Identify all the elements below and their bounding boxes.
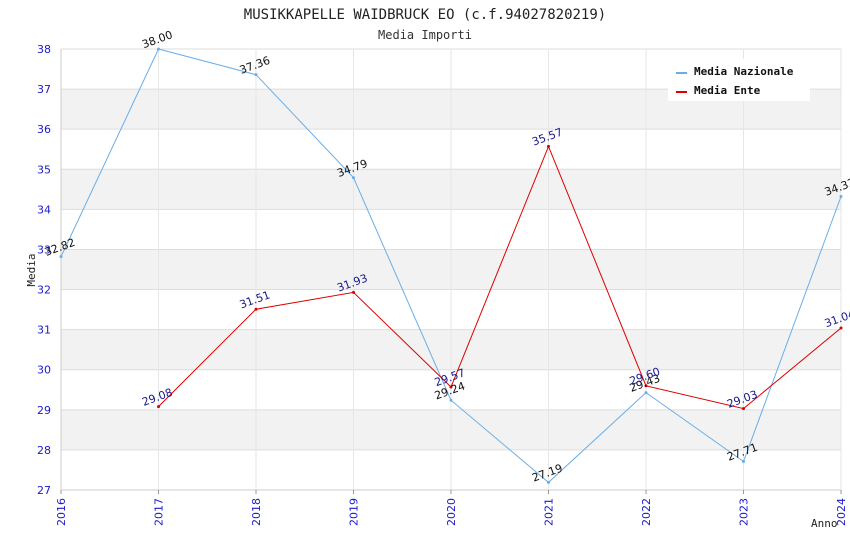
data-point bbox=[157, 405, 160, 409]
data-point bbox=[59, 255, 63, 259]
y-tick-label: 37 bbox=[37, 83, 51, 96]
y-tick-label: 33 bbox=[37, 243, 51, 256]
y-tick-label: 31 bbox=[37, 324, 51, 337]
y-tick-label: 38 bbox=[37, 43, 51, 56]
data-label: 29.08 bbox=[140, 386, 174, 409]
data-point bbox=[644, 384, 648, 388]
data-label: 31.51 bbox=[238, 288, 272, 311]
legend: Media Nazionale Media Ente bbox=[668, 59, 810, 101]
series-lines bbox=[59, 47, 843, 484]
y-tick-label: 36 bbox=[37, 123, 51, 136]
y-tick-label: 35 bbox=[37, 163, 51, 176]
data-point bbox=[839, 326, 843, 330]
legend-entry: Media Nazionale bbox=[694, 65, 794, 78]
data-point bbox=[254, 73, 258, 77]
data-point bbox=[839, 195, 843, 199]
y-tick-label: 27 bbox=[37, 484, 51, 497]
data-label: 37.36 bbox=[238, 54, 272, 77]
y-tick-label: 30 bbox=[37, 364, 51, 377]
x-tick-label: 2020 bbox=[445, 498, 458, 526]
x-tick-label: 2024 bbox=[835, 498, 848, 526]
x-tick-label: 2023 bbox=[738, 498, 751, 526]
data-point bbox=[157, 47, 160, 51]
x-tick-label: 2016 bbox=[55, 498, 68, 526]
y-axis-ticks: 27 28 29 30 31 32 33 34 35 36 37 38 bbox=[37, 43, 51, 497]
data-point bbox=[254, 307, 258, 311]
data-point bbox=[547, 144, 550, 148]
x-tick-label: 2017 bbox=[153, 498, 166, 526]
x-tick-label: 2018 bbox=[250, 498, 263, 526]
chart-subtitle: Media Importi bbox=[378, 28, 472, 42]
data-label: 31.04 bbox=[823, 307, 850, 330]
grid-lines bbox=[60, 48, 842, 491]
x-tick-label: 2022 bbox=[640, 498, 653, 526]
x-tick-label: 2021 bbox=[543, 498, 556, 526]
legend-entry: Media Ente bbox=[694, 84, 761, 97]
y-tick-label: 34 bbox=[37, 203, 51, 216]
x-axis-label: Anno bbox=[811, 517, 838, 530]
data-label: 29.03 bbox=[725, 388, 759, 411]
x-tick-label: 2019 bbox=[348, 498, 361, 526]
data-point bbox=[449, 398, 453, 402]
data-point bbox=[742, 407, 745, 411]
data-point bbox=[352, 176, 355, 180]
series-line-2 bbox=[158, 145, 842, 410]
chart-title: MUSIKKAPELLE WAIDBRUCK EO (c.f.940278202… bbox=[244, 7, 606, 23]
data-point bbox=[449, 385, 453, 389]
data-point bbox=[742, 460, 745, 464]
x-axis-ticks: 2016 2017 2018 2019 2020 2021 2022 2023 2024 bbox=[55, 490, 848, 526]
data-point bbox=[352, 290, 355, 294]
y-tick-label: 29 bbox=[37, 404, 51, 417]
y-tick-label: 28 bbox=[37, 444, 51, 457]
data-point bbox=[547, 480, 550, 484]
data-label: 38.00 bbox=[140, 28, 174, 51]
legend-background bbox=[668, 59, 810, 101]
data-point bbox=[644, 391, 648, 395]
y-axis-label: Media bbox=[25, 253, 38, 286]
y-tick-label: 32 bbox=[37, 284, 51, 297]
